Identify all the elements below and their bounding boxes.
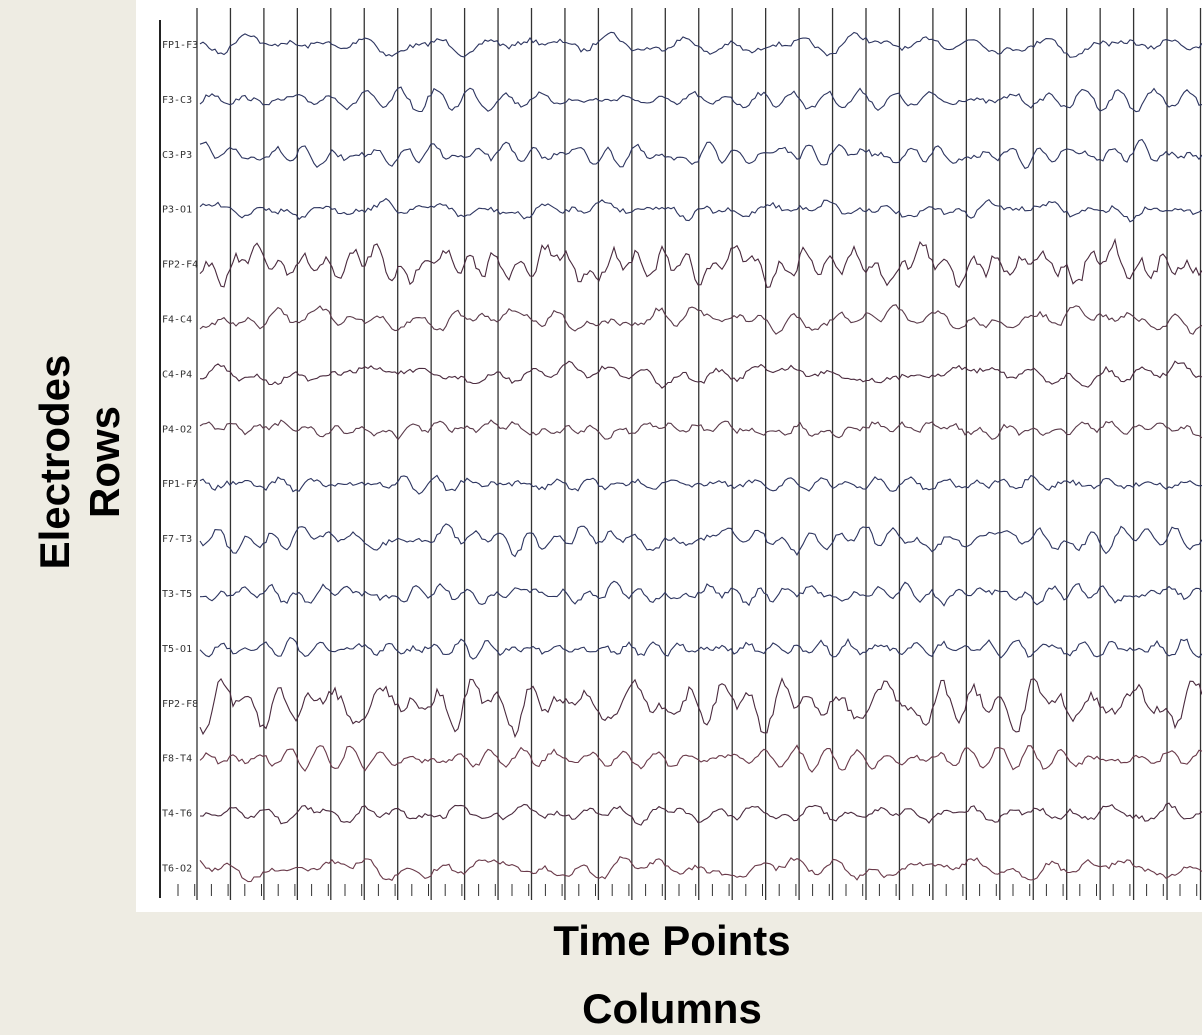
eeg-trace xyxy=(199,523,1202,558)
eeg-trace xyxy=(199,744,1202,773)
channel-label: F7-T3 xyxy=(162,534,192,545)
x-subtitle: Columns xyxy=(582,985,762,1032)
channel-label: C4-P4 xyxy=(162,369,192,380)
channel-label: T6-O2 xyxy=(162,864,192,875)
channel-label: F4-C4 xyxy=(162,315,192,326)
channel-label: FP2-F4 xyxy=(162,260,198,271)
eeg-trace xyxy=(199,138,1202,170)
eeg-trace xyxy=(199,580,1202,607)
eeg-trace xyxy=(199,31,1202,58)
channel-label: FP1-F7 xyxy=(162,479,198,490)
eeg-trace xyxy=(199,802,1202,826)
channel-label: C3-P3 xyxy=(162,150,192,161)
y-title: Electrodes xyxy=(31,355,78,570)
channel-label: T3-T5 xyxy=(162,589,192,600)
channel-label: T4-T6 xyxy=(162,809,192,820)
eeg-trace xyxy=(199,360,1202,389)
channel-label: P4-O2 xyxy=(162,424,192,435)
channel-label: F3-C3 xyxy=(162,95,192,106)
channel-label: T5-O1 xyxy=(162,644,192,655)
traces: FP1-F3 F3-C3 C3-P3 P3-O1 FP2-F4 F4-C4 C4-P4 P4-… xyxy=(162,31,1202,883)
time-grid xyxy=(177,8,1202,900)
x-title: Time Points xyxy=(553,917,790,964)
channel-label: FP1-F3 xyxy=(162,40,198,51)
channel-label: F8-T4 xyxy=(162,754,192,765)
channel-label: P3-O1 xyxy=(162,205,192,216)
eeg-trace xyxy=(199,237,1202,289)
eeg-trace xyxy=(199,197,1202,223)
eeg-trace xyxy=(199,855,1202,883)
eeg-trace xyxy=(199,419,1202,441)
eeg-trace xyxy=(199,474,1202,495)
y-subtitle: Rows xyxy=(81,406,128,518)
eeg-panel xyxy=(136,0,1202,912)
channel-label: FP2-F8 xyxy=(162,699,198,710)
eeg-trace xyxy=(199,86,1202,113)
eeg-trace xyxy=(199,636,1202,660)
eeg-trace xyxy=(199,304,1202,335)
eeg-trace xyxy=(199,677,1202,739)
